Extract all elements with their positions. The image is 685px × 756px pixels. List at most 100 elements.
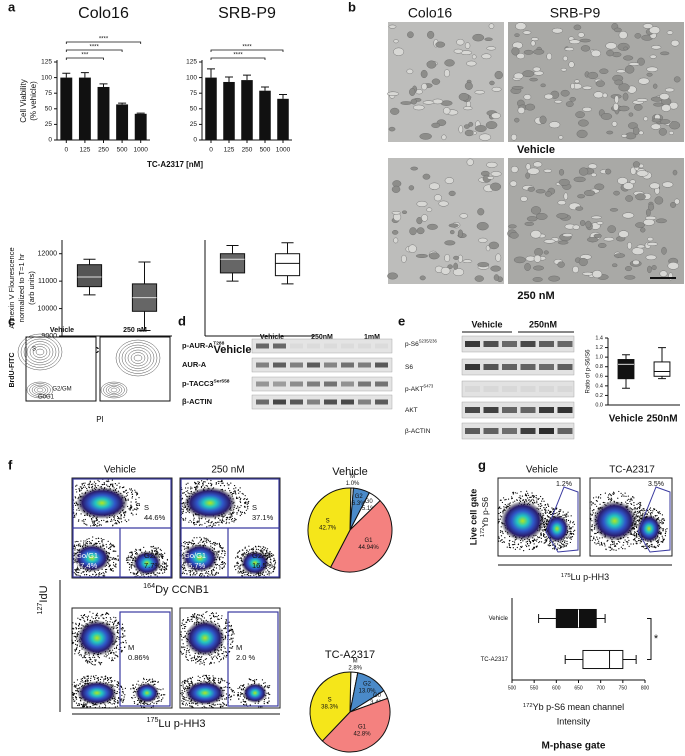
event [140, 550, 141, 551]
event [271, 553, 272, 554]
cell [475, 90, 485, 94]
event [199, 519, 200, 520]
event [217, 616, 218, 617]
event [90, 481, 91, 482]
event [149, 679, 150, 680]
category-label: Vehicle [609, 414, 644, 425]
event [110, 546, 111, 547]
event [186, 573, 187, 574]
x-tick-label: 700 [596, 685, 605, 691]
event [218, 554, 219, 555]
cell [524, 50, 533, 54]
event [191, 619, 192, 620]
event [120, 517, 121, 518]
event [123, 636, 124, 637]
event [182, 506, 183, 507]
event [232, 518, 233, 519]
event [182, 654, 183, 655]
event [108, 481, 109, 482]
cell [651, 124, 661, 130]
cell [458, 230, 463, 238]
cell [473, 34, 484, 41]
event [100, 615, 101, 616]
event [235, 519, 236, 520]
event [112, 568, 113, 569]
event [188, 660, 189, 661]
event [200, 659, 201, 660]
event [229, 683, 230, 684]
event [232, 634, 233, 635]
event [81, 490, 82, 491]
event [215, 574, 216, 575]
event [73, 694, 74, 695]
event [80, 619, 81, 620]
event [194, 524, 195, 525]
event [90, 657, 91, 658]
event [81, 615, 82, 616]
event [185, 680, 186, 681]
cell [443, 107, 450, 114]
blot-band [290, 382, 303, 387]
event [131, 507, 132, 508]
event [164, 562, 165, 563]
error-bar [100, 84, 108, 87]
event [131, 562, 132, 563]
event [166, 562, 167, 563]
event [71, 643, 72, 644]
blot-band [256, 344, 269, 349]
cell [564, 193, 568, 200]
event [121, 687, 122, 688]
event [96, 538, 97, 539]
event [231, 696, 232, 697]
y-tick-label: 0.4 [595, 383, 603, 389]
event [103, 539, 104, 540]
blot-band [558, 341, 573, 347]
event [75, 650, 76, 651]
blot-band [558, 428, 573, 434]
event [142, 682, 143, 683]
event [113, 703, 114, 704]
cell [591, 216, 601, 219]
event [230, 482, 231, 483]
event [137, 572, 138, 573]
event [72, 684, 73, 685]
event [78, 519, 79, 520]
cell [441, 267, 450, 274]
event [184, 492, 185, 493]
cell [558, 262, 565, 268]
event [74, 686, 75, 687]
event [221, 481, 222, 482]
event [239, 686, 240, 687]
event [267, 685, 268, 686]
cell [635, 222, 644, 227]
cell [669, 273, 673, 281]
error-bar [261, 87, 269, 91]
event [80, 683, 81, 684]
event [237, 556, 238, 557]
event [118, 637, 119, 638]
event [127, 559, 128, 560]
box [654, 362, 670, 376]
event [202, 483, 203, 484]
event [136, 492, 137, 493]
event [92, 486, 93, 487]
event [84, 523, 85, 524]
cell [653, 103, 663, 106]
event [83, 618, 84, 619]
event [241, 572, 242, 573]
event [213, 570, 214, 571]
cell [547, 53, 552, 60]
cell [494, 274, 499, 280]
event [206, 658, 207, 659]
cell [445, 177, 454, 183]
blot-band [521, 428, 536, 434]
cell [544, 94, 553, 99]
event [101, 573, 102, 574]
event [102, 484, 103, 485]
cell [596, 80, 605, 86]
event [199, 615, 200, 616]
cell [592, 270, 602, 278]
cell [580, 220, 585, 225]
event [194, 537, 195, 538]
event [212, 612, 213, 613]
